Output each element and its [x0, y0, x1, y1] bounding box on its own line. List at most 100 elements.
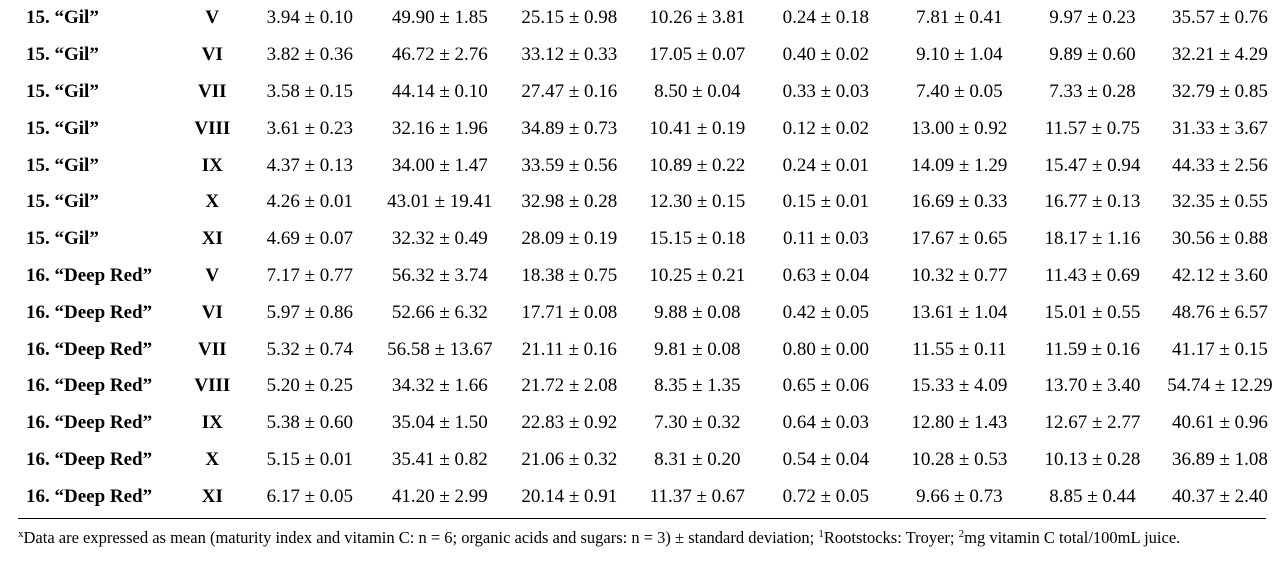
value-cell: 35.41 ± 0.82: [391, 448, 488, 470]
cultivar-cell: 16. “Deep Red”: [26, 448, 153, 470]
footnote-mark-1: 1: [818, 528, 824, 540]
table-body: 15. “Gil” V 3.94 ± 0.10 49.90 ± 1.85 25.15 ±…: [0, 0, 1284, 507]
table-row: 15. “Gil” XI 4.69 ± 0.07 32.32 ± 0.49 28.09 …: [0, 221, 1284, 258]
value-cell: 16.77 ± 0.13: [1044, 191, 1141, 213]
month-cell: X: [205, 191, 220, 213]
footnote-text-vitamin-units: mg vitamin C total/100mL juice.: [964, 528, 1181, 547]
value-cell: 54.74 ± 12.29: [1167, 375, 1273, 397]
value-cell: 40.61 ± 0.96: [1171, 412, 1268, 434]
value-cell: 5.20 ± 0.25: [266, 375, 354, 397]
value-cell: 32.35 ± 0.55: [1171, 191, 1268, 213]
value-cell: 16.69 ± 0.33: [911, 191, 1008, 213]
value-cell: 22.83 ± 0.92: [521, 412, 618, 434]
value-cell: 52.66 ± 6.32: [391, 301, 488, 323]
table-row: 16. “Deep Red” VIII 5.20 ± 0.25 34.32 ± 1.6…: [0, 368, 1284, 405]
value-cell: 34.00 ± 1.47: [391, 154, 488, 176]
value-cell: 15.15 ± 0.18: [649, 228, 746, 250]
value-cell: 44.14 ± 0.10: [391, 80, 488, 102]
table-row: 15. “Gil” VII 3.58 ± 0.15 44.14 ± 0.10 27.47…: [0, 74, 1284, 111]
value-cell: 46.72 ± 2.76: [391, 44, 488, 66]
value-cell: 30.56 ± 0.88: [1171, 228, 1268, 250]
cultivar-cell: 15. “Gil”: [26, 191, 99, 213]
cultivar-cell: 16. “Deep Red”: [26, 412, 153, 434]
value-cell: 10.26 ± 3.81: [649, 7, 746, 29]
value-cell: 0.24 ± 0.01: [782, 154, 870, 176]
cultivar-cell: 15. “Gil”: [26, 44, 99, 66]
value-cell: 15.01 ± 0.55: [1044, 301, 1141, 323]
cultivar-cell: 15. “Gil”: [26, 80, 99, 102]
value-cell: 18.17 ± 1.16: [1044, 228, 1141, 250]
value-cell: 9.88 ± 0.08: [654, 301, 741, 323]
footnote-mark-2: 2: [958, 528, 965, 540]
value-cell: 44.33 ± 2.56: [1171, 154, 1268, 176]
cultivar-cell: 16. “Deep Red”: [26, 375, 153, 397]
cultivar-cell: 16. “Deep Red”: [26, 301, 153, 323]
value-cell: 0.65 ± 0.06: [782, 375, 870, 397]
value-cell: 21.72 ± 2.08: [521, 375, 618, 397]
month-cell: VI: [201, 301, 223, 323]
value-cell: 11.37 ± 0.67: [649, 485, 745, 507]
value-cell: 13.70 ± 3.40: [1044, 375, 1141, 397]
value-cell: 10.89 ± 0.22: [649, 154, 746, 176]
value-cell: 56.32 ± 3.74: [391, 264, 488, 286]
value-cell: 9.81 ± 0.08: [654, 338, 741, 360]
month-cell: X: [205, 448, 220, 470]
month-cell: IX: [201, 154, 223, 176]
value-cell: 35.04 ± 1.50: [391, 412, 488, 434]
value-cell: 21.11 ± 0.16: [521, 338, 617, 360]
value-cell: 0.15 ± 0.01: [782, 191, 870, 213]
cultivar-cell: 16. “Deep Red”: [26, 338, 153, 360]
month-cell: VIII: [194, 117, 231, 139]
value-cell: 25.15 ± 0.98: [521, 7, 618, 29]
value-cell: 31.33 ± 3.67: [1171, 117, 1268, 139]
value-cell: 12.80 ± 1.43: [911, 412, 1008, 434]
value-cell: 35.57 ± 0.76: [1171, 7, 1268, 29]
value-cell: 32.32 ± 0.49: [391, 228, 488, 250]
value-cell: 5.32 ± 0.74: [266, 338, 354, 360]
data-table: 15. “Gil” V 3.94 ± 0.10 49.90 ± 1.85 25.15 ±…: [0, 0, 1284, 507]
value-cell: 10.28 ± 0.53: [911, 448, 1008, 470]
value-cell: 33.59 ± 0.56: [521, 154, 618, 176]
table-row: 16. “Deep Red” IX 5.38 ± 0.60 35.04 ± 1.50 2…: [0, 405, 1284, 442]
value-cell: 42.12 ± 3.60: [1171, 264, 1268, 286]
value-cell: 3.58 ± 0.15: [266, 80, 354, 102]
table-row: 15. “Gil” V 3.94 ± 0.10 49.90 ± 1.85 25.15 ±…: [0, 0, 1284, 37]
value-cell: 13.61 ± 1.04: [911, 301, 1008, 323]
value-cell: 49.90 ± 1.85: [391, 7, 488, 29]
footnote-divider: [18, 518, 1266, 519]
value-cell: 17.67 ± 0.65: [911, 228, 1008, 250]
value-cell: 0.33 ± 0.03: [782, 80, 870, 102]
value-cell: 5.15 ± 0.01: [266, 448, 354, 470]
value-cell: 15.47 ± 0.94: [1044, 154, 1141, 176]
table-row: 15. “Gil” VIII 3.61 ± 0.23 32.16 ± 1.96 34.8…: [0, 110, 1284, 147]
value-cell: 8.50 ± 0.04: [654, 80, 741, 102]
value-cell: 32.98 ± 0.28: [521, 191, 618, 213]
footnote-mark-x: x: [18, 528, 24, 540]
value-cell: 3.94 ± 0.10: [266, 7, 354, 29]
value-cell: 10.32 ± 0.77: [911, 264, 1008, 286]
month-cell: V: [205, 264, 220, 286]
table-row: 15. “Gil” X 4.26 ± 0.01 43.01 ± 19.41 32.98 …: [0, 184, 1284, 221]
value-cell: 12.30 ± 0.15: [649, 191, 746, 213]
footnote-text-data-description: Data are expressed as mean (maturity ind…: [23, 528, 819, 547]
value-cell: 0.72 ± 0.05: [782, 485, 870, 507]
value-cell: 41.20 ± 2.99: [391, 485, 488, 507]
value-cell: 10.41 ± 0.19: [649, 117, 746, 139]
month-cell: IX: [201, 412, 223, 434]
value-cell: 15.33 ± 4.09: [911, 375, 1008, 397]
value-cell: 7.17 ± 0.77: [266, 264, 354, 286]
value-cell: 13.00 ± 0.92: [911, 117, 1008, 139]
value-cell: 43.01 ± 19.41: [387, 191, 493, 213]
value-cell: 6.17 ± 0.05: [266, 485, 354, 507]
value-cell: 7.81 ± 0.41: [916, 7, 1003, 29]
table-footnote: xData are expressed as mean (maturity in…: [18, 527, 1268, 549]
value-cell: 40.37 ± 2.40: [1171, 485, 1268, 507]
month-cell: V: [205, 7, 220, 29]
value-cell: 5.97 ± 0.86: [266, 301, 354, 323]
value-cell: 9.97 ± 0.23: [1049, 7, 1136, 29]
value-cell: 0.64 ± 0.03: [782, 412, 870, 434]
value-cell: 9.66 ± 0.73: [916, 485, 1003, 507]
value-cell: 17.71 ± 0.08: [521, 301, 618, 323]
value-cell: 7.40 ± 0.05: [916, 80, 1003, 102]
value-cell: 0.12 ± 0.02: [782, 117, 870, 139]
